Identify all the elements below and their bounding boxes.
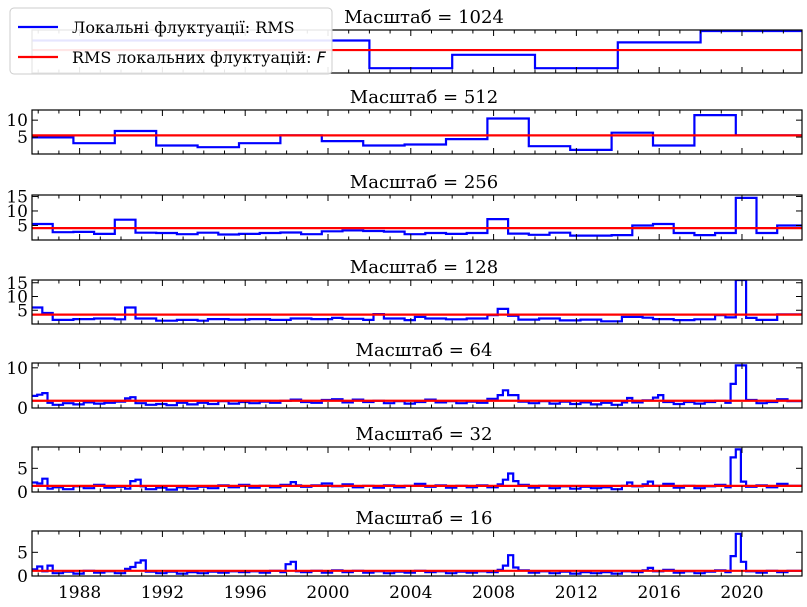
rms-series-line <box>32 114 802 151</box>
y-tick-label: 10 <box>6 288 28 308</box>
axes-frame <box>31 279 803 325</box>
panel-5: Масштаб = 64 0 10 <box>6 340 803 419</box>
rms-series-line <box>32 364 802 407</box>
x-tick-label: 2004 <box>389 583 432 603</box>
x-tick-label: 2000 <box>306 583 349 603</box>
y-tick-label: 10 <box>6 111 28 131</box>
legend-rms-label: Локальні флуктуації: RMS <box>72 18 295 37</box>
panel-title: Масштаб = 1024 <box>344 7 504 28</box>
y-tick-label: 10 <box>6 359 28 379</box>
panel-title: Масштаб = 64 <box>356 340 493 361</box>
rms-series-line <box>32 532 802 575</box>
x-tick-label: 2008 <box>472 583 515 603</box>
panel-title: Масштаб = 512 <box>350 87 498 108</box>
panel-2: Масштаб = 512 510 <box>6 87 803 155</box>
y-tick-label: 5 <box>17 301 28 321</box>
y-tick-label: 15 <box>6 187 28 207</box>
legend: Локальні флуктуації: RMS RMS локальних фл… <box>9 7 333 75</box>
panel-title: Масштаб = 16 <box>356 508 493 529</box>
y-tick-label: 0 <box>17 483 28 503</box>
x-tick-label: 1996 <box>224 583 267 603</box>
axes-frame <box>31 194 803 241</box>
x-tick-label: 1988 <box>58 583 101 603</box>
panel-title: Масштаб = 32 <box>356 424 493 445</box>
rms-series-line <box>32 448 802 491</box>
y-tick-label: 5 <box>17 543 28 563</box>
y-tick-label: 5 <box>17 459 28 479</box>
rms-series-line <box>32 280 802 323</box>
panel-6: Масштаб = 32 0 5 <box>17 424 803 503</box>
y-tick-label: 15 <box>6 274 28 294</box>
x-tick-label: 2012 <box>555 583 598 603</box>
legend-box <box>9 7 333 75</box>
legend-f-label: RMS локальних флуктуацій: F <box>72 48 327 67</box>
panel-title: Масштаб = 128 <box>350 257 498 278</box>
x-tick-label: 2020 <box>720 583 763 603</box>
x-tick-label: 2016 <box>638 583 681 603</box>
y-tick-label: 10 <box>6 202 28 222</box>
y-tick-label: 5 <box>17 128 28 148</box>
axes-frame <box>31 446 803 493</box>
axes-frame <box>31 362 803 409</box>
y-tick-label: 0 <box>17 399 28 419</box>
axes-frame <box>31 530 803 577</box>
y-tick-label: 5 <box>17 216 28 236</box>
x-tick-label: 1992 <box>141 583 184 603</box>
panel-7: Масштаб = 16 0 5 1988 1992 1996 2000 2004 2008 20… <box>17 508 803 603</box>
rms-series-line <box>32 196 802 237</box>
rms-series-line <box>32 30 802 70</box>
panel-title: Масштаб = 256 <box>350 172 498 193</box>
y-tick-label: 0 <box>17 567 28 587</box>
axes-frame <box>31 109 803 155</box>
